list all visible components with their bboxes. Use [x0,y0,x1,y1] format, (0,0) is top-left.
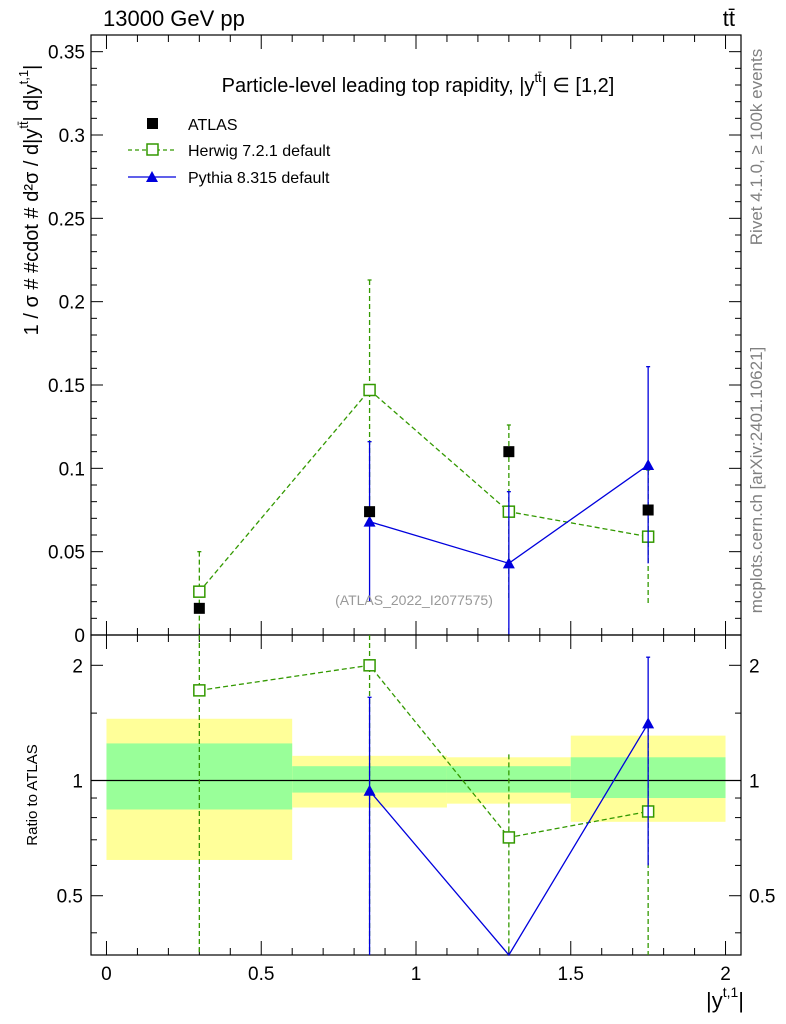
atlas-point [642,504,654,516]
atlas-point [503,446,515,458]
main-y-label-sup1: tt̄ [16,121,31,129]
rivet-version-label: Rivet 4.1.0, ≥ 100k events [747,49,766,245]
ratio-y-tick-label-right: 2 [749,656,760,677]
herwig-point [193,585,206,598]
ratio-herwig-point [193,684,206,697]
herwig-point [363,383,376,397]
x-tick-label: 2 [720,964,731,985]
main-y-tick-label: 0.05 [48,543,85,564]
main-y-label-sup2: t,1 [16,70,31,84]
legend-herwig-marker [146,143,159,156]
x-label-main: |y [706,988,723,1013]
analysis-watermark: (ATLAS_2022_I2077575) [335,592,493,608]
main-y-tick-label: 0.35 [48,43,85,64]
ratio-panel: 0 0.5 1 1.5 2 0.5 0.5 1 1 2 2 [57,634,775,985]
x-tick-label: 0.5 [248,964,274,985]
ratio-herwig-point [502,831,516,844]
pythia-point [502,557,515,569]
main-title-text: Particle-level leading top rapidity, |y [222,75,535,97]
ratio-y-tick-label: 0.5 [57,887,83,908]
legend-atlas-label: ATLAS [188,117,238,134]
main-title-sup: tt̄ [534,70,542,85]
legend-pythia-label: Pythia 8.315 default [188,170,330,187]
main-title: Particle-level leading top rapidity, |yt… [222,70,615,97]
atlas-point [364,506,376,518]
pythia-point [642,459,655,470]
ratio-herwig-line [199,664,649,839]
ratio-y-axis-label: Ratio to ATLAS [24,744,41,845]
energy-label: 13000 GeV pp [103,6,245,31]
main-y-tick-label: 0.2 [59,293,85,314]
main-y-axis-label: 1 / σ # #cdot # d²σ / d|ytt̄| d|yt,1| [16,65,43,336]
legend-pythia-marker [146,171,158,182]
atlas-point [193,602,205,614]
main-y-tick-label: 0.25 [48,209,85,230]
main-y-label-text: 1 / σ # #cdot # d²σ / d|y [21,129,43,336]
x-tick-label: 1 [411,964,422,985]
x-label-end: | [738,988,744,1013]
ratio-y-tick-label: 1 [72,772,83,793]
main-panel: 0 0.05 0.1 0.15 0.2 0.25 0.3 0.35 [48,34,742,647]
main-y-tick-label: 0.1 [59,459,85,480]
x-tick-label: 1.5 [558,964,584,985]
ratio-y-tick-label: 2 [72,656,83,677]
ratio-pythia-point [642,717,655,729]
ratio-herwig-point [363,659,376,672]
main-y-label-end: | [21,65,43,70]
main-title-tail: | ∈ [1,2] [542,75,615,97]
pythia-point [363,515,376,527]
legend-atlas-marker [147,118,158,129]
herwig-line [198,389,649,593]
legend-herwig-label: Herwig 7.2.1 default [188,143,331,160]
ratio-y-tick-label-right: 0.5 [749,887,775,908]
process-label: tt̄ [723,6,735,31]
main-y-tick-label: 0 [74,626,85,647]
main-y-label-mid: | d|y [21,84,43,121]
main-y-tick-label: 0.15 [48,376,85,397]
x-axis-label: |yt,1| [706,984,744,1013]
ratio-y-tick-label-right: 1 [749,772,760,793]
legend: ATLAS Herwig 7.2.1 default Pythia 8.315 … [128,117,331,187]
ratio-pythia-line [369,723,649,957]
mcplots-label: mcplots.cern.ch [arXiv:2401.10621] [747,347,766,613]
main-y-tick-label: 0.3 [59,126,85,147]
ratio-pythia-point [363,784,376,796]
x-label-sup: t,1 [723,984,739,1000]
x-tick-label: 0 [101,964,112,985]
